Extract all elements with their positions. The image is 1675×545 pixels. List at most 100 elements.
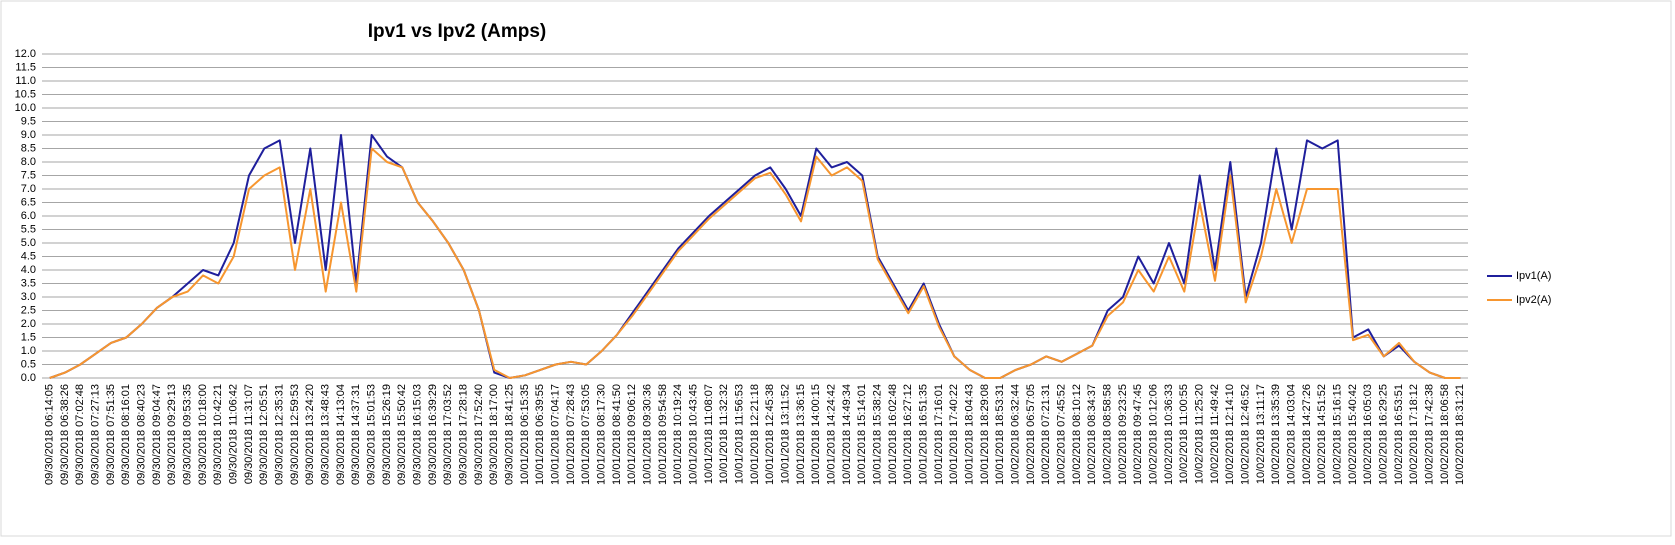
- x-tick-label: 10/02/2018 15:16:15: [1332, 384, 1344, 485]
- x-tick-label: 10/02/2018 13:35:39: [1270, 384, 1282, 485]
- x-tick-label: 10/01/2018 18:29:08: [979, 384, 991, 485]
- y-tick-label: 8.0: [21, 156, 36, 168]
- x-tick-label: 09/30/2018 10:42:21: [212, 384, 224, 485]
- y-tick-label: 3.0: [21, 291, 36, 303]
- y-tick-label: 11.5: [15, 61, 36, 73]
- x-tick-label: 10/01/2018 07:28:43: [565, 384, 577, 485]
- x-tick-label: 10/01/2018 13:36:15: [795, 384, 807, 485]
- x-tick-label: 10/01/2018 15:38:24: [872, 384, 884, 485]
- x-tick-label: 10/02/2018 18:31:21: [1454, 384, 1466, 485]
- x-tick-label: 10/01/2018 07:53:05: [580, 384, 592, 485]
- y-tick-label: 5.0: [21, 237, 36, 249]
- x-tick-label: 10/01/2018 11:32:32: [718, 384, 730, 484]
- y-tick-label: 10.5: [15, 88, 36, 100]
- x-tick-label: 09/30/2018 15:26:19: [381, 384, 393, 485]
- series-line: [49, 147, 1461, 379]
- legend-label: Ipv2(A): [1516, 294, 1551, 306]
- x-tick-label: 10/02/2018 12:46:52: [1240, 384, 1252, 485]
- y-tick-label: 11.0: [15, 75, 36, 87]
- x-tick-label: 10/01/2018 18:53:31: [994, 384, 1006, 485]
- y-tick-label: 9.5: [21, 115, 36, 127]
- series-line: [49, 134, 1461, 379]
- x-tick-label: 10/01/2018 12:45:38: [764, 384, 776, 485]
- x-tick-label: 10/02/2018 09:23:25: [1117, 384, 1129, 485]
- x-tick-label: 10/02/2018 08:34:37: [1086, 384, 1098, 485]
- x-tick-label: 10/01/2018 14:00:15: [810, 384, 822, 485]
- x-tick-label: 09/30/2018 08:16:01: [120, 384, 132, 485]
- x-tick-label: 10/01/2018 10:43:45: [688, 384, 700, 485]
- x-tick-label: 09/30/2018 08:40:23: [136, 384, 148, 485]
- x-tick-label: 10/02/2018 16:05:03: [1362, 384, 1374, 485]
- x-tick-label: 10/01/2018 09:54:58: [657, 384, 669, 485]
- x-tick-label: 10/02/2018 06:32:44: [1010, 384, 1022, 485]
- y-tick-label: 2.5: [21, 304, 36, 316]
- x-tick-label: 10/02/2018 16:29:25: [1378, 384, 1390, 485]
- y-tick-label: 5.5: [21, 223, 36, 235]
- x-tick-label: 09/30/2018 12:59:53: [289, 384, 301, 485]
- y-tick-label: 0.0: [21, 372, 36, 384]
- x-tick-label: 09/30/2018 11:31:07: [243, 384, 255, 484]
- x-tick-label: 09/30/2018 06:14:05: [44, 384, 56, 485]
- x-tick-label: 10/01/2018 17:16:01: [933, 384, 945, 485]
- y-tick-label: 2.0: [21, 318, 36, 330]
- chart-title: Ipv1 vs Ipv2 (Amps): [368, 21, 546, 42]
- x-tick-label: 09/30/2018 17:03:52: [442, 384, 454, 485]
- x-tick-label: 10/01/2018 14:24:42: [826, 384, 838, 485]
- x-tick-label: 10/02/2018 18:06:58: [1439, 384, 1451, 485]
- legend-label: Ipv1(A): [1516, 270, 1551, 282]
- x-tick-label: 10/02/2018 14:51:52: [1316, 384, 1328, 485]
- y-tick-label: 12.0: [15, 48, 36, 60]
- x-tick-label: 09/30/2018 12:35:31: [274, 384, 286, 485]
- x-tick-label: 10/01/2018 15:14:01: [856, 384, 868, 485]
- x-tick-label: 09/30/2018 07:02:48: [74, 384, 86, 485]
- x-tick-label: 09/30/2018 09:53:35: [182, 384, 194, 485]
- y-tick-label: 1.0: [21, 345, 36, 357]
- y-tick-label: 6.5: [21, 196, 36, 208]
- y-tick-label: 9.0: [21, 129, 36, 141]
- x-tick-label: 09/30/2018 18:17:00: [488, 384, 500, 485]
- x-tick-label: 10/02/2018 06:57:05: [1025, 384, 1037, 485]
- x-tick-label: 10/02/2018 09:47:45: [1132, 384, 1144, 485]
- x-tick-label: 10/02/2018 16:53:51: [1393, 384, 1405, 485]
- x-tick-label: 09/30/2018 11:06:42: [228, 384, 240, 484]
- y-tick-label: 1.5: [21, 331, 36, 343]
- x-tick-label: 10/02/2018 11:25:20: [1194, 384, 1206, 484]
- x-tick-label: 10/02/2018 07:45:52: [1056, 384, 1068, 485]
- x-tick-label: 09/30/2018 18:41:25: [504, 384, 516, 485]
- x-tick-label: 10/01/2018 16:51:35: [918, 384, 930, 485]
- y-tick-label: 8.5: [21, 142, 36, 154]
- x-tick-label: 10/02/2018 14:27:26: [1301, 384, 1313, 485]
- x-tick-label: 09/30/2018 12:05:51: [258, 384, 270, 485]
- y-tick-label: 7.5: [21, 169, 36, 181]
- x-tick-label: 09/30/2018 14:13:04: [335, 384, 347, 485]
- x-tick-label: 10/02/2018 08:58:58: [1102, 384, 1114, 485]
- x-tick-label: 09/30/2018 17:52:40: [473, 384, 485, 485]
- x-tick-label: 09/30/2018 09:04:47: [151, 384, 163, 485]
- x-tick-label: 10/02/2018 17:42:38: [1424, 384, 1436, 485]
- x-tick-label: 10/02/2018 10:36:33: [1163, 384, 1175, 485]
- y-tick-label: 4.5: [21, 250, 36, 262]
- x-tick-label: 10/02/2018 08:10:12: [1071, 384, 1083, 485]
- x-tick-label: 10/01/2018 06:39:55: [534, 384, 546, 485]
- x-tick-label: 10/01/2018 11:56:53: [734, 384, 746, 484]
- x-tick-label: 09/30/2018 13:24:20: [304, 384, 316, 485]
- x-tick-label: 10/01/2018 16:27:12: [902, 384, 914, 485]
- x-tick-label: 10/02/2018 14:03:04: [1286, 384, 1298, 485]
- x-tick-label: 10/02/2018 10:12:06: [1148, 384, 1160, 485]
- x-tick-label: 10/01/2018 14:49:34: [841, 384, 853, 485]
- x-tick-label: 10/02/2018 11:00:55: [1178, 384, 1190, 484]
- x-tick-label: 10/01/2018 11:08:07: [703, 384, 715, 484]
- x-tick-label: 10/01/2018 12:21:18: [749, 384, 761, 485]
- x-tick-label: 09/30/2018 07:27:13: [90, 384, 102, 485]
- x-tick-label: 10/02/2018 13:11:17: [1255, 384, 1267, 484]
- x-tick-label: 09/30/2018 06:38:26: [59, 384, 71, 485]
- x-tick-label: 10/02/2018 12:14:10: [1224, 384, 1236, 485]
- x-tick-label: 09/30/2018 16:39:29: [427, 384, 439, 485]
- x-tick-label: 10/01/2018 17:40:22: [948, 384, 960, 485]
- x-tick-label: 10/02/2018 17:18:12: [1408, 384, 1420, 485]
- x-tick-label: 09/30/2018 13:48:43: [320, 384, 332, 485]
- x-tick-label: 09/30/2018 15:50:42: [396, 384, 408, 485]
- y-tick-label: 4.0: [21, 264, 36, 276]
